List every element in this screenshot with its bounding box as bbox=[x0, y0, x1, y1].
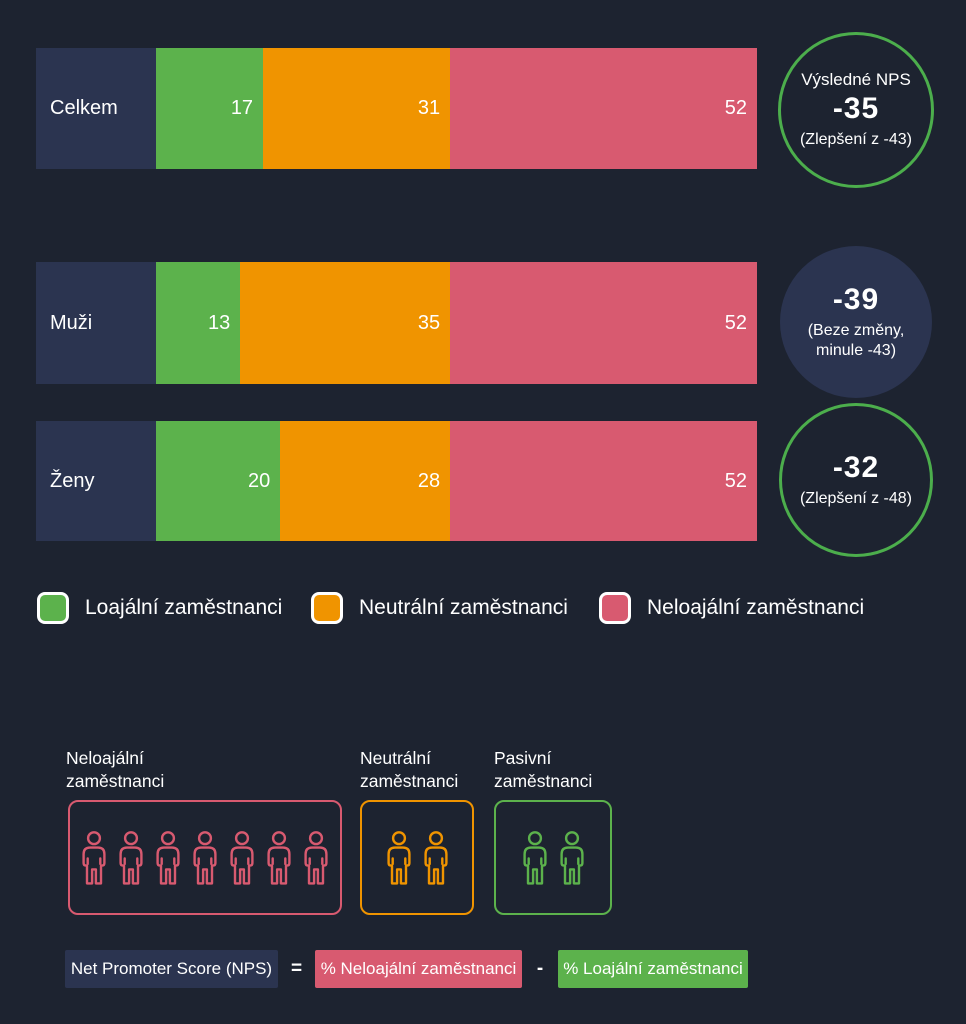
bar-segment: 52 bbox=[450, 262, 757, 384]
nps-badge: Výsledné NPS -35 (Zlepšení z -43) bbox=[778, 32, 934, 188]
nps-formula: Net Promoter Score (NPS) = % Neloajální … bbox=[0, 950, 966, 988]
person-icon bbox=[386, 830, 411, 885]
bar-segment: 17 bbox=[156, 48, 264, 169]
bar-segment: 28 bbox=[280, 421, 451, 541]
person-icon bbox=[230, 830, 254, 885]
bar-segment: 52 bbox=[450, 421, 757, 541]
person-icon bbox=[423, 830, 448, 885]
group-label-line: Pasivní bbox=[494, 748, 552, 768]
legend-swatch bbox=[311, 592, 343, 624]
bar-category-label: Ženy bbox=[36, 421, 156, 541]
bar-row-ženy: Ženy 20 28 52 bbox=[36, 421, 757, 541]
person-icon bbox=[119, 830, 143, 885]
formula-promoters-box: % Loajální zaměstnanci bbox=[558, 950, 748, 988]
badge-value: -32 bbox=[832, 451, 880, 484]
bar-segment: 52 bbox=[450, 48, 757, 169]
legend-label: Neutrální zaměstnanci bbox=[359, 596, 568, 619]
group-label: Pasivní zaměstnanci bbox=[494, 747, 592, 793]
badge-value: -39 bbox=[832, 283, 880, 316]
badge-note: (Zlepšení z -43) bbox=[799, 131, 913, 148]
bar-segment: 13 bbox=[156, 262, 241, 384]
person-icon bbox=[559, 830, 584, 885]
badge-note: (Beze změny, minule -43) bbox=[807, 322, 905, 359]
group-box bbox=[360, 800, 474, 915]
nps-badge: -32 (Zlepšení z -48) bbox=[779, 403, 933, 557]
bar-segment: 35 bbox=[240, 262, 451, 384]
group-label: Neutrální zaměstnanci bbox=[360, 747, 458, 793]
legend-swatch bbox=[37, 592, 69, 624]
person-icon bbox=[82, 830, 106, 885]
person-icon bbox=[304, 830, 328, 885]
person-icon bbox=[156, 830, 180, 885]
legend-item: Neutrální zaměstnanci bbox=[311, 592, 568, 624]
legend-item: Loajální zaměstnanci bbox=[37, 592, 282, 624]
badge-title: Výsledné NPS bbox=[801, 70, 911, 89]
badge-value: -35 bbox=[832, 92, 880, 125]
legend-swatch bbox=[599, 592, 631, 624]
bar-category-label: Celkem bbox=[36, 48, 156, 169]
group-label-line: zaměstnanci bbox=[66, 771, 165, 791]
formula-nps-label: Net Promoter Score (NPS) bbox=[65, 950, 278, 988]
group-box bbox=[494, 800, 612, 915]
person-icon bbox=[267, 830, 291, 885]
legend-item: Neloajální zaměstnanci bbox=[599, 592, 864, 624]
nps-badge: -39 (Beze změny, minule -43) bbox=[780, 246, 932, 398]
bar-segment: 20 bbox=[156, 421, 281, 541]
bar-segment: 31 bbox=[263, 48, 451, 169]
bar-row-celkem: Celkem 17 31 52 bbox=[36, 48, 757, 169]
bar-category-label: Muži bbox=[36, 262, 156, 384]
legend-label: Loajální zaměstnanci bbox=[85, 596, 283, 619]
group-label-line: zaměstnanci bbox=[494, 771, 593, 791]
group-label-line: zaměstnanci bbox=[360, 771, 459, 791]
person-icon bbox=[193, 830, 217, 885]
person-icon bbox=[522, 830, 547, 885]
formula-equals-sign: = bbox=[290, 958, 303, 979]
group-box bbox=[68, 800, 342, 915]
group-label-line: Neutrální bbox=[360, 748, 432, 768]
formula-minus-sign: - bbox=[536, 958, 544, 979]
bar-row-muži: Muži 13 35 52 bbox=[36, 262, 757, 384]
legend-label: Neloajální zaměstnanci bbox=[647, 596, 865, 619]
group-label-line: Neloajální bbox=[66, 748, 144, 768]
badge-note: (Zlepšení z -48) bbox=[799, 490, 913, 507]
formula-detractors-box: % Neloajální zaměstnanci bbox=[315, 950, 522, 988]
group-label: Neloajální zaměstnanci bbox=[66, 747, 164, 793]
